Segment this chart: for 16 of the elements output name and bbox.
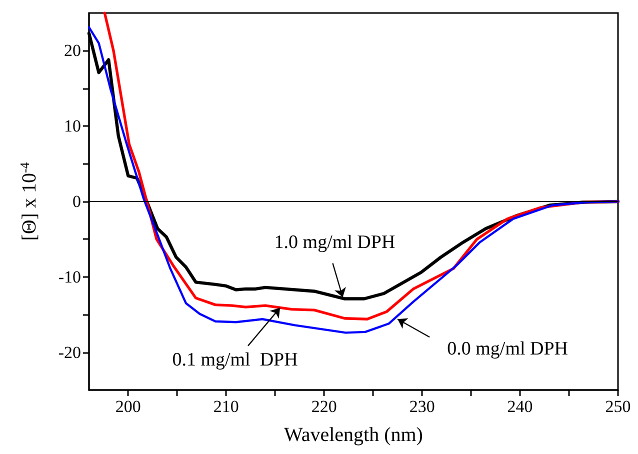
y-tick-label: 20 xyxy=(64,41,81,60)
x-tick-label: 200 xyxy=(115,397,141,416)
y-axis-title: [Θ] x 10-4 xyxy=(17,162,40,241)
annotation: 0.0 mg/ml DPH xyxy=(447,338,568,360)
y-tick-label: 10 xyxy=(64,116,81,136)
x-tick-label: 210 xyxy=(213,397,239,416)
x-tick-label: 240 xyxy=(507,397,533,416)
y-tick-label: -10 xyxy=(58,267,81,286)
y-tick-label: 0 xyxy=(72,192,81,211)
annotation: 0.1 mg/ml DPH xyxy=(172,349,298,370)
x-axis-title: Wavelength (nm) xyxy=(284,424,423,446)
x-tick-label: 230 xyxy=(409,397,435,416)
x-tick-label: 250 xyxy=(605,397,631,416)
y-tick-label: -20 xyxy=(58,342,81,362)
x-tick-label: 220 xyxy=(311,397,337,416)
annotation: 1.0 mg/ml DPH xyxy=(274,232,396,253)
